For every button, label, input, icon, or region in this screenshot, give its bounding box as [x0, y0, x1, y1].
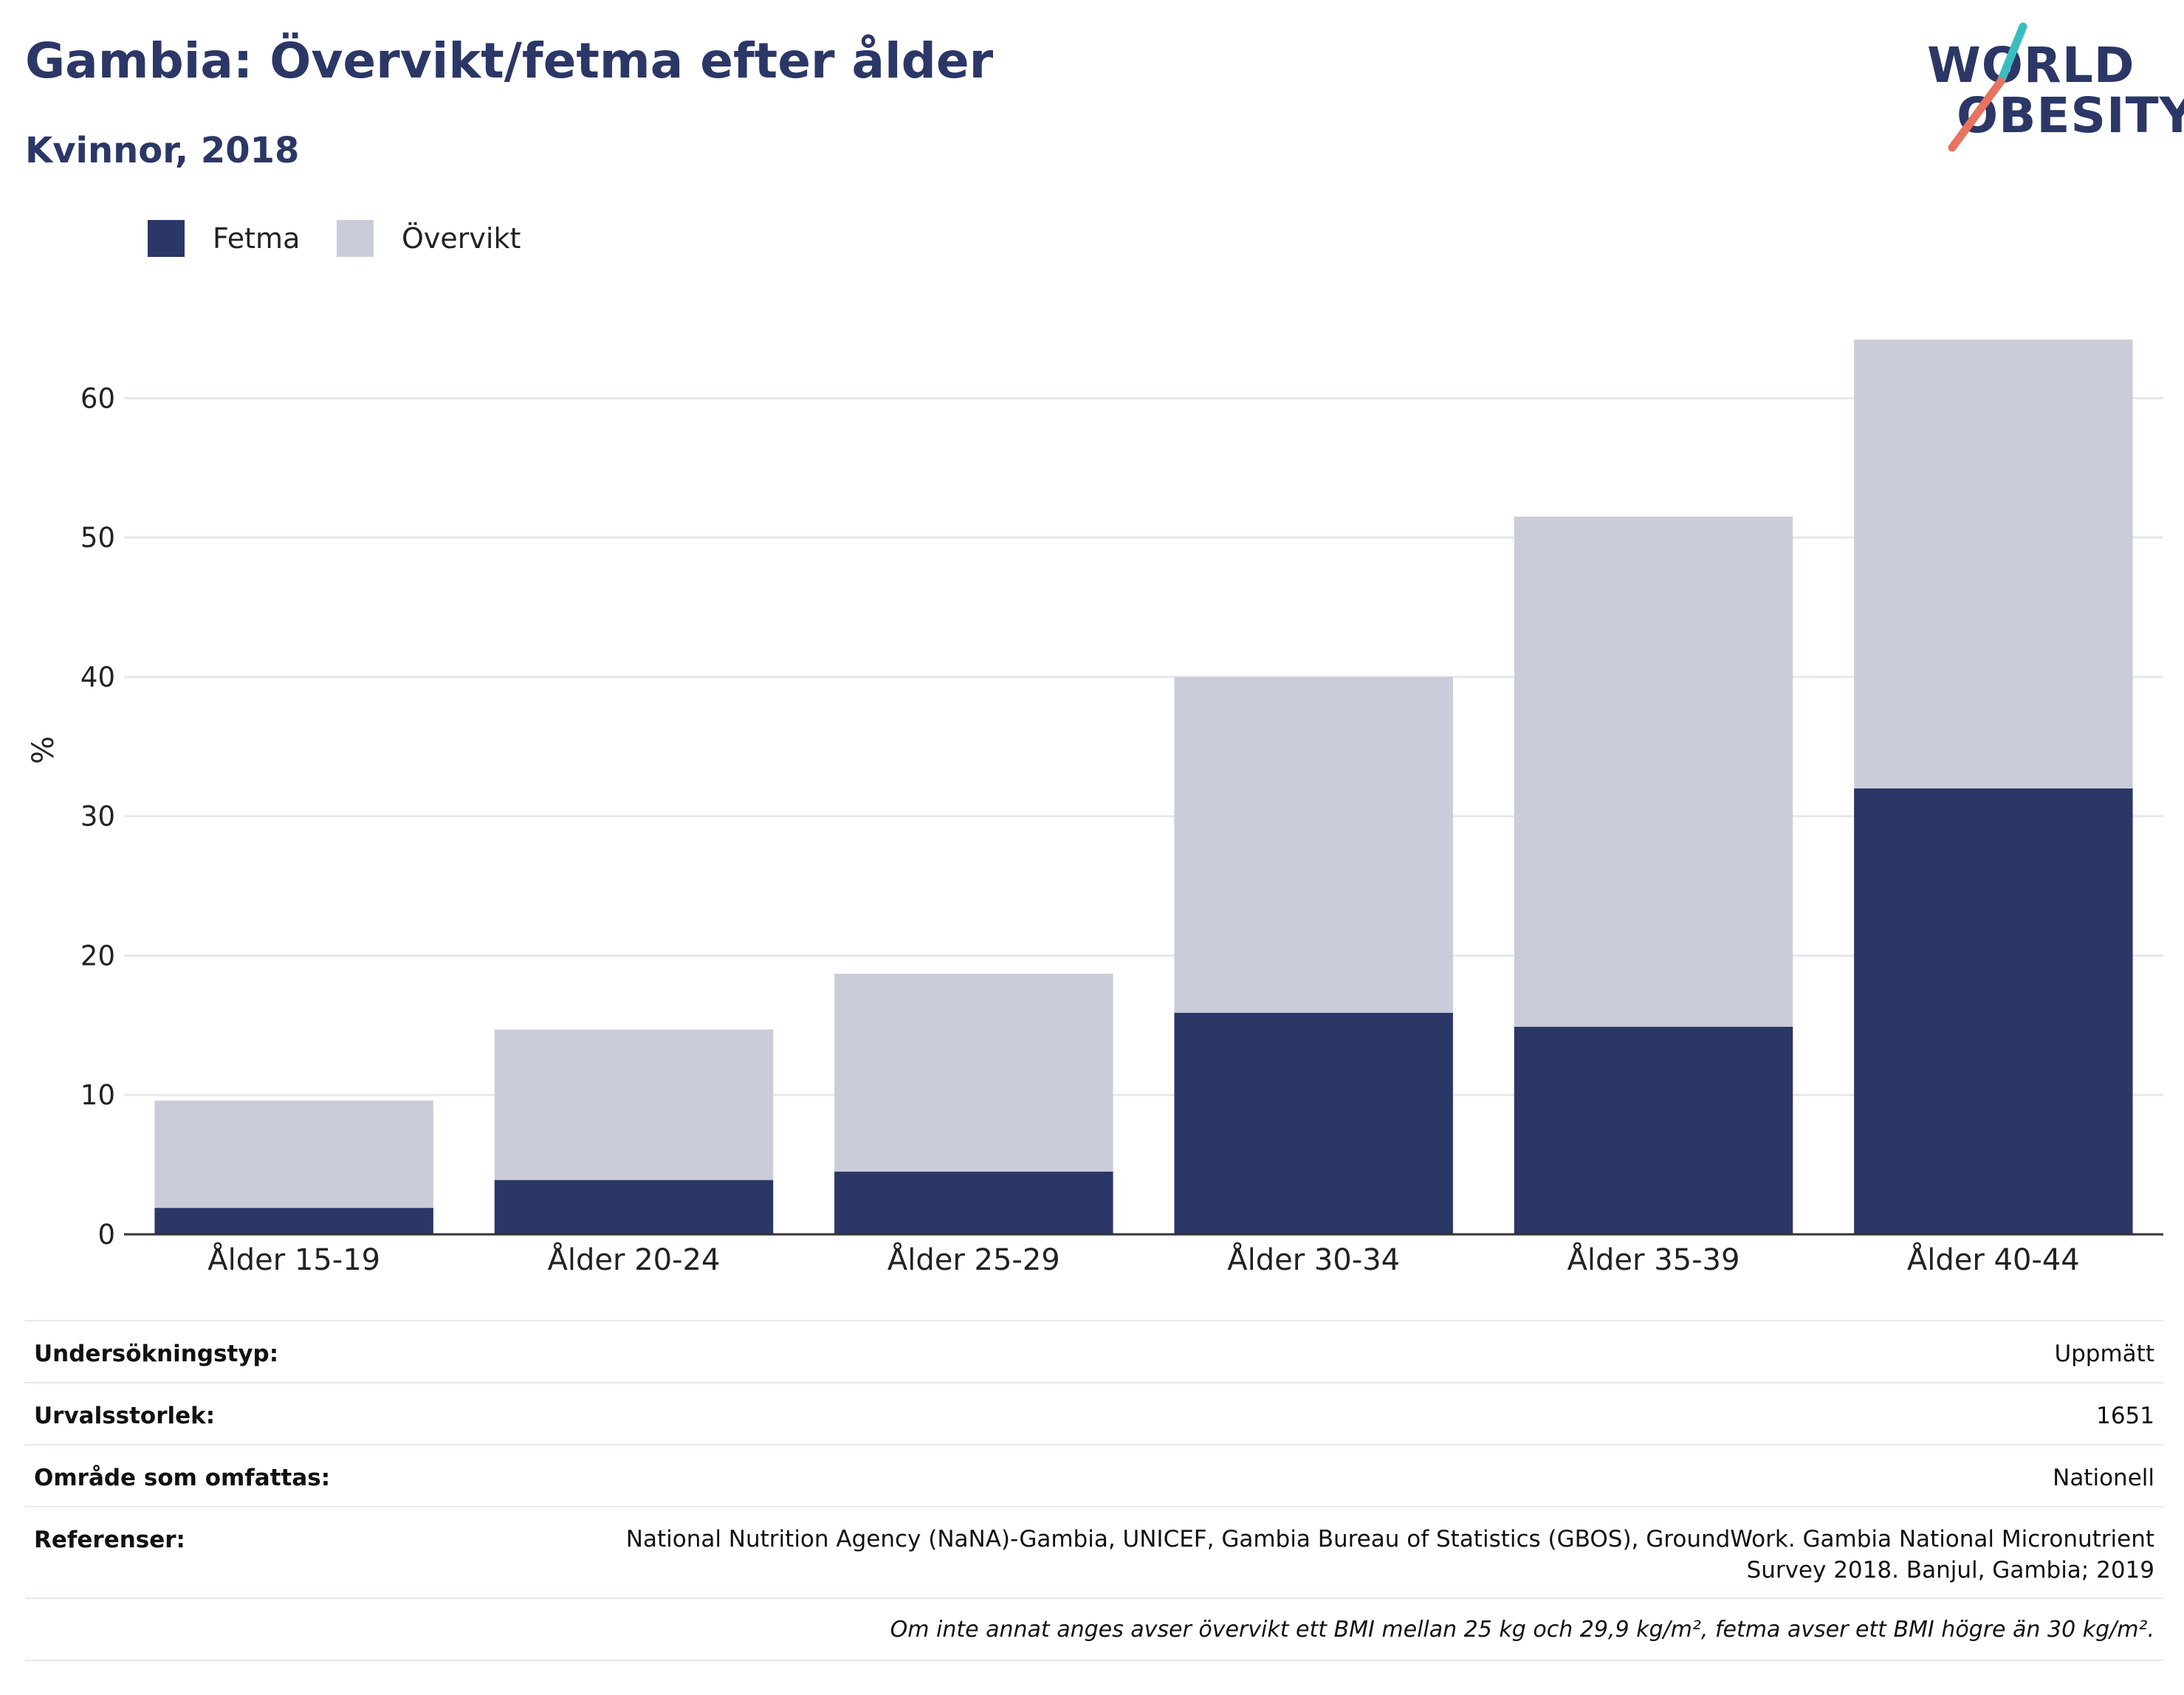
bar-overvikt: [154, 1100, 433, 1208]
legend-label-overvikt: Övervikt: [402, 222, 521, 255]
y-tick-label: 20: [80, 940, 115, 972]
info-row-coverage: Område som omfattas: Nationell: [25, 1444, 2163, 1506]
info-row-note: Om inte annat anges avser övervikt ett B…: [25, 1598, 2163, 1661]
info-value: Nationell: [2053, 1465, 2154, 1491]
y-tick-label: 10: [80, 1079, 115, 1111]
x-tick-label: Ålder 35-39: [1567, 1242, 1740, 1277]
info-key: Referenser:: [34, 1527, 185, 1553]
bar-overvikt: [1174, 676, 1453, 1013]
x-tick-label: Ålder 40-44: [1907, 1242, 2080, 1277]
info-footnote: Om inte annat anges avser övervikt ett B…: [890, 1617, 2154, 1643]
legend-swatch-fetma: [148, 220, 185, 257]
legend-label-fetma: Fetma: [213, 222, 301, 255]
info-value: Uppmätt: [2054, 1341, 2154, 1367]
info-value-references: National Nutrition Agency (NaNA)-Gambia,…: [625, 1526, 2154, 1584]
bar-overvikt: [834, 973, 1113, 1172]
info-row-references: Referenser: National Nutrition Agency (N…: [25, 1506, 2163, 1598]
bar-fetma: [494, 1180, 774, 1234]
page-title: Gambia: Övervikt/fetma efter ålder: [25, 32, 994, 89]
y-tick-label: 50: [80, 522, 115, 554]
world-obesity-logo: WORLD OBESITY: [1927, 22, 2184, 155]
info-key: Område som omfattas:: [34, 1465, 331, 1491]
x-tick-label: Ålder 15-19: [207, 1242, 380, 1277]
logo-line-1: WORLD: [1927, 37, 2135, 94]
y-tick-label: 60: [80, 382, 115, 414]
bar-fetma: [1854, 788, 2133, 1234]
x-tick-label: Ålder 25-29: [887, 1242, 1060, 1277]
x-tick-label: Ålder 30-34: [1227, 1242, 1400, 1277]
info-key: Undersökningstyp:: [34, 1341, 279, 1367]
bar-overvikt: [494, 1029, 774, 1180]
bar-overvikt: [1854, 340, 2133, 788]
y-tick-label: 40: [80, 661, 115, 693]
info-row-sample-size: Urvalsstorlek: 1651: [25, 1382, 2163, 1444]
info-table: Undersökningstyp: Uppmätt Urvalsstorlek:…: [25, 1320, 2163, 1661]
bar-fetma: [834, 1172, 1113, 1234]
logo-slash-icon: [1948, 22, 2027, 152]
page-subtitle: Kvinnor, 2018: [25, 130, 300, 171]
bar-overvikt: [1514, 516, 1793, 1027]
legend-swatch-overvikt: [337, 220, 374, 257]
legend-item-overvikt: Övervikt: [337, 219, 521, 258]
info-key: Urvalsstorlek:: [34, 1403, 216, 1429]
y-tick-label: 0: [97, 1219, 115, 1251]
bar-fetma: [1174, 1012, 1453, 1234]
y-tick-label: 30: [80, 801, 115, 833]
x-tick-label: Ålder 20-24: [548, 1242, 721, 1277]
info-row-survey-type: Undersökningstyp: Uppmätt: [25, 1320, 2163, 1382]
legend-item-fetma: Fetma: [148, 219, 300, 258]
bar-fetma: [1514, 1026, 1793, 1234]
y-axis-label: %: [27, 736, 61, 764]
bar-chart: 0 10 20 30 40 50 60% Ålder 15-19 Ålder 20-24 Ålde…: [27, 340, 2163, 1277]
info-value: 1651: [2096, 1403, 2154, 1429]
bar-fetma: [154, 1208, 433, 1234]
